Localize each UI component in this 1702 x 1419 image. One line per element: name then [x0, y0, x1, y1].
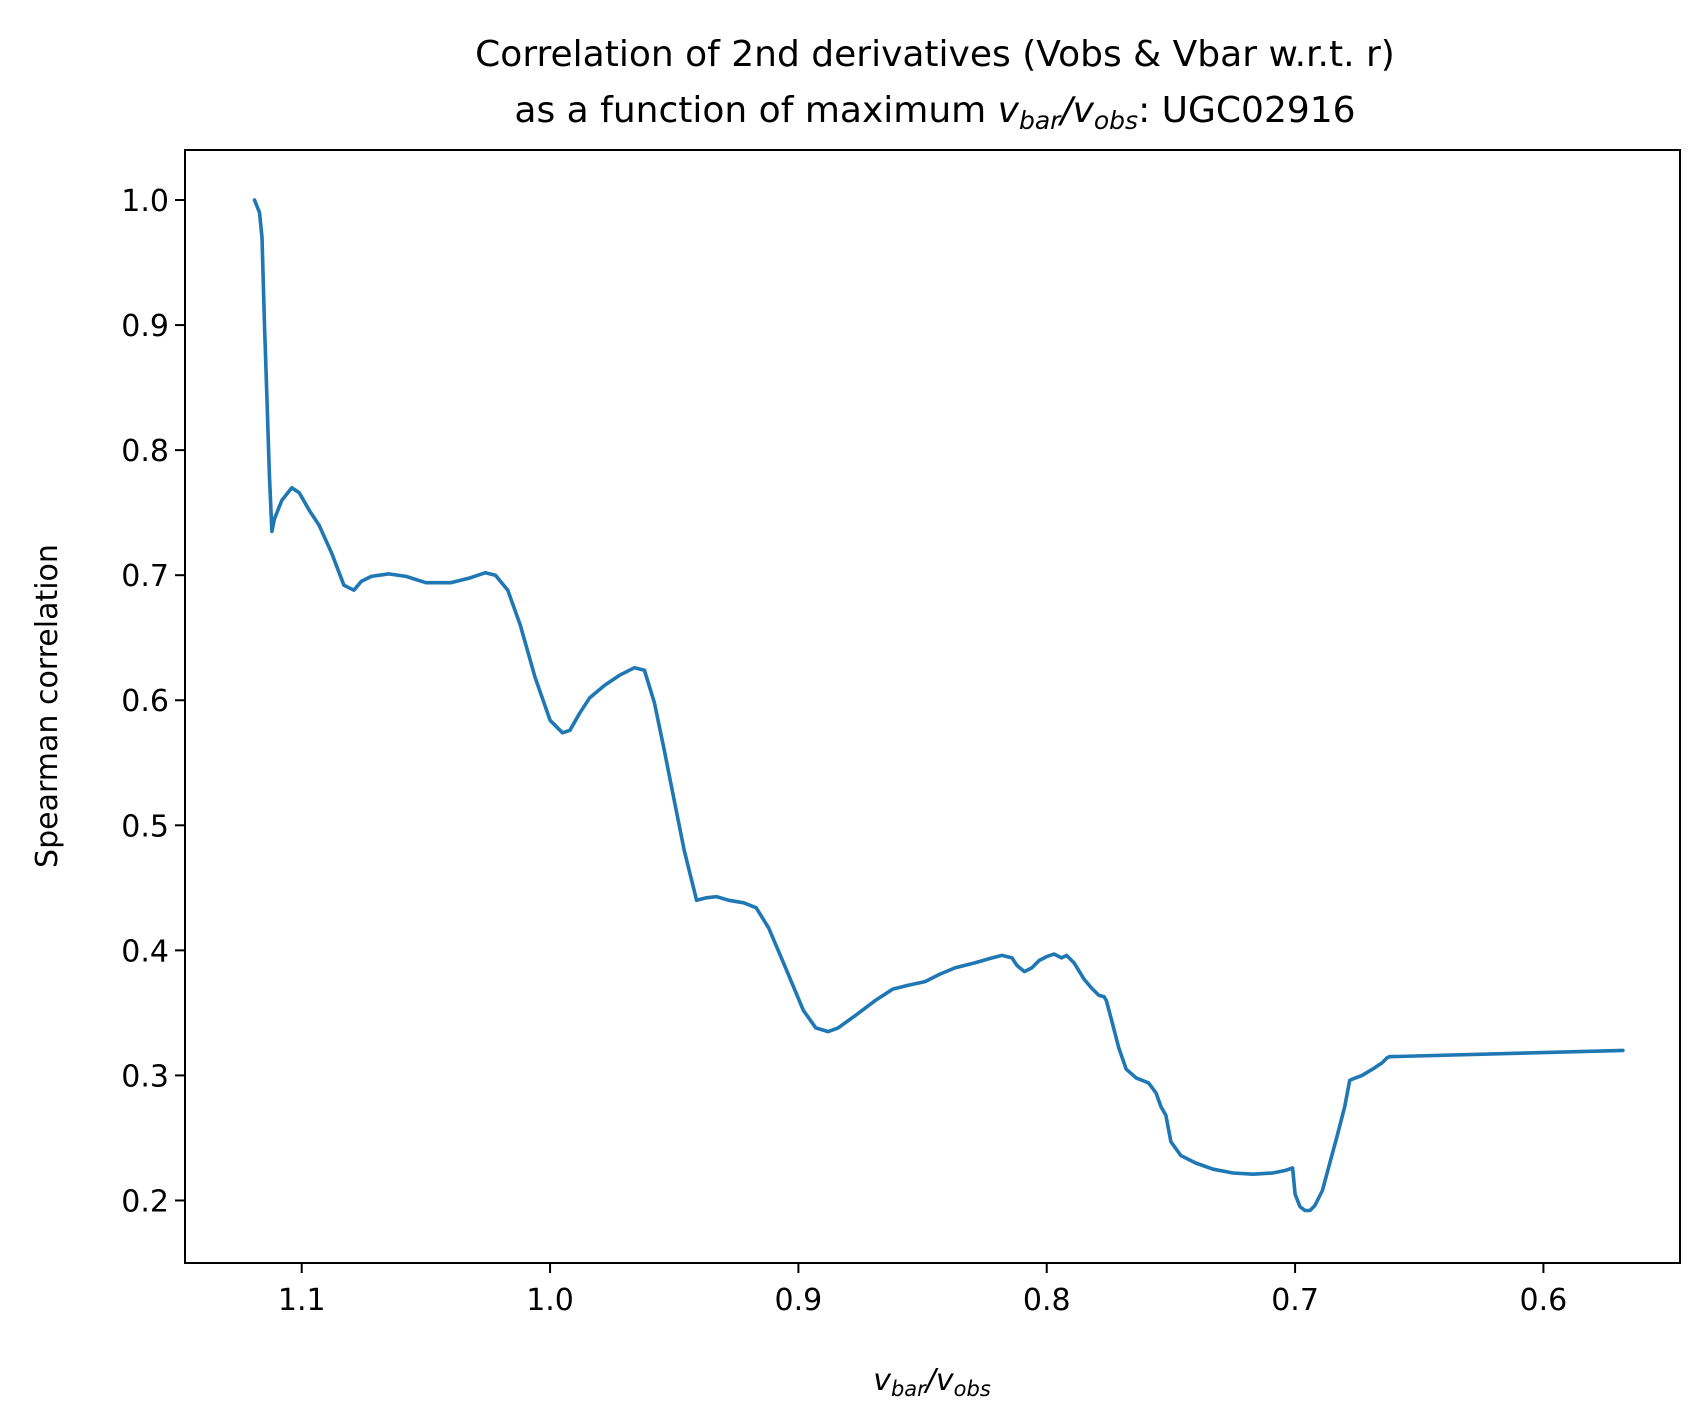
- chart-title-line-2: as a function of maximum vbar/vobs: UGC0…: [514, 90, 1355, 135]
- x-tick-label: 0.9: [775, 1283, 823, 1318]
- x-axis-label: vbar/vobs: [873, 1363, 991, 1401]
- xlabel-slash: /: [923, 1363, 939, 1398]
- title-slash: /: [1057, 90, 1076, 131]
- title-v1: v: [998, 90, 1020, 131]
- title-sub2: obs: [1094, 106, 1138, 135]
- axis-ticks: 1.1 1.0 0.9 0.8 0.7 0.6 0.2 0.3 0.4 0.5 0.6 0.7 0.8 0…: [121, 184, 1567, 1318]
- title-prefix: as a function of maximum: [514, 90, 997, 131]
- xlabel-v2: v: [936, 1363, 955, 1398]
- chart-title-line-1: Correlation of 2nd derivatives (Vobs & V…: [475, 34, 1395, 75]
- title-sub1: bar: [1019, 106, 1062, 135]
- series-line: [252, 198, 1625, 1213]
- x-tick-label: 0.7: [1271, 1283, 1319, 1318]
- y-axis-label: Spearman correlation: [30, 544, 65, 868]
- chart-title: Correlation of 2nd derivatives (Vobs & V…: [475, 34, 1395, 135]
- series-layer: [252, 198, 1625, 1213]
- y-tick-label: 0.4: [121, 934, 169, 969]
- y-tick-label: 0.9: [121, 309, 169, 344]
- y-tick-label: 0.3: [121, 1059, 169, 1094]
- title-suffix: : UGC02916: [1138, 90, 1355, 131]
- title-v2: v: [1073, 90, 1095, 131]
- y-tick-label: 0.5: [121, 809, 169, 844]
- xlabel-sub2: obs: [954, 1377, 991, 1401]
- y-tick-label: 1.0: [121, 184, 169, 219]
- x-tick-label: 0.6: [1520, 1283, 1568, 1318]
- y-tick-label: 0.2: [121, 1184, 169, 1219]
- y-tick-label: 0.6: [121, 684, 169, 719]
- x-tick-label: 1.0: [526, 1283, 574, 1318]
- y-tick-label: 0.7: [121, 559, 169, 594]
- plot-area-frame: [184, 149, 1681, 1264]
- y-tick-label: 0.8: [121, 434, 169, 469]
- xlabel-v1: v: [873, 1363, 892, 1398]
- x-tick-label: 1.1: [278, 1283, 326, 1318]
- x-tick-label: 0.8: [1023, 1283, 1071, 1318]
- xlabel-sub1: bar: [891, 1377, 927, 1401]
